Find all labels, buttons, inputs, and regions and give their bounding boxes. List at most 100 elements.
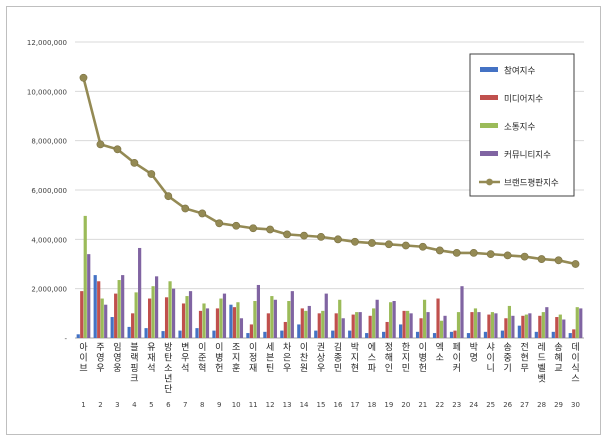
bar (368, 315, 372, 338)
rank-label: 27 (520, 401, 529, 409)
bar (253, 301, 257, 338)
line-point (79, 73, 88, 82)
line-point (96, 140, 105, 149)
legend-label: 미디어지수 (504, 94, 543, 105)
line-point (300, 231, 308, 240)
bar (358, 312, 362, 338)
rank-label: 20 (401, 401, 410, 409)
bar (406, 310, 410, 338)
rank-label: 16 (334, 401, 343, 409)
bar (121, 275, 125, 338)
bar (372, 308, 376, 338)
x-category-labels: 아 이 브 주 영 우 임 영 웅 블 랙 핑 크 유 재 석 방 탄 소 년 단 변 우 석 이 준 혁 이 병 헌 조 지 훈 이 정 재 세 븐 틴 차… (79, 341, 579, 395)
bar (579, 308, 583, 338)
bar (93, 275, 97, 338)
rank-label: 22 (435, 401, 444, 409)
line-point (317, 232, 325, 241)
bar (148, 298, 152, 338)
legend-label: 참여지수 (504, 66, 535, 77)
bar (399, 324, 403, 338)
bar (181, 303, 186, 338)
rank-label: 3 (115, 401, 119, 409)
bar (409, 313, 413, 338)
bar (317, 313, 321, 338)
bar (263, 331, 267, 338)
bar (104, 304, 108, 338)
bar (314, 330, 318, 338)
rank-label: 2 (98, 401, 102, 409)
bar (300, 308, 304, 338)
line-point (232, 221, 241, 230)
line-point (503, 251, 512, 260)
line-point (452, 248, 461, 257)
bar (504, 318, 508, 338)
line-point (266, 225, 275, 234)
bar (341, 318, 345, 338)
y-tick-label: 6,000,000 (31, 187, 67, 195)
legend-swatch (480, 67, 498, 72)
bar (338, 299, 342, 338)
rank-label: 11 (249, 401, 258, 409)
rank-label: 26 (503, 401, 512, 409)
bar (426, 312, 430, 338)
line-point (537, 255, 546, 263)
legend-label: 커뮤니티지수 (504, 150, 551, 161)
bar (422, 299, 427, 338)
line-point (469, 248, 478, 257)
bar (449, 331, 454, 338)
legend-label: 브랜드평판지수 (504, 178, 559, 189)
bar (266, 313, 270, 338)
bar (490, 312, 495, 338)
rank-label: 24 (469, 401, 478, 409)
bar (178, 330, 182, 338)
bar (483, 331, 488, 338)
line-point (486, 250, 495, 259)
bar (443, 315, 447, 338)
line-point (164, 192, 173, 201)
line-point (113, 145, 122, 154)
bar (287, 301, 291, 338)
y-tick-label: 4,000,000 (31, 236, 67, 244)
rank-label: 23 (452, 401, 461, 409)
rank-label: 12 (266, 401, 275, 409)
line-point (147, 170, 156, 178)
bar (365, 333, 369, 338)
legend-swatch (480, 151, 498, 156)
bar (219, 298, 223, 338)
bar (385, 321, 389, 338)
bar (188, 291, 193, 338)
bar (456, 312, 461, 338)
rank-label: 29 (554, 401, 563, 409)
bar (321, 310, 325, 338)
bar (348, 330, 352, 338)
bar-series (76, 215, 583, 338)
bar (134, 292, 138, 338)
bar (334, 313, 338, 338)
bar (249, 324, 253, 338)
y-tick-labels: - 2,000,000 4,000,000 6,000,000 8,000,000 10,… (27, 39, 68, 343)
bar (572, 329, 576, 338)
legend-swatch-point (486, 178, 493, 186)
bar (161, 331, 165, 338)
rank-label: 30 (571, 401, 580, 409)
bar (419, 318, 423, 338)
bar (80, 291, 84, 338)
bar (117, 280, 121, 338)
rank-label: 4 (132, 401, 137, 409)
line-point (351, 237, 359, 246)
